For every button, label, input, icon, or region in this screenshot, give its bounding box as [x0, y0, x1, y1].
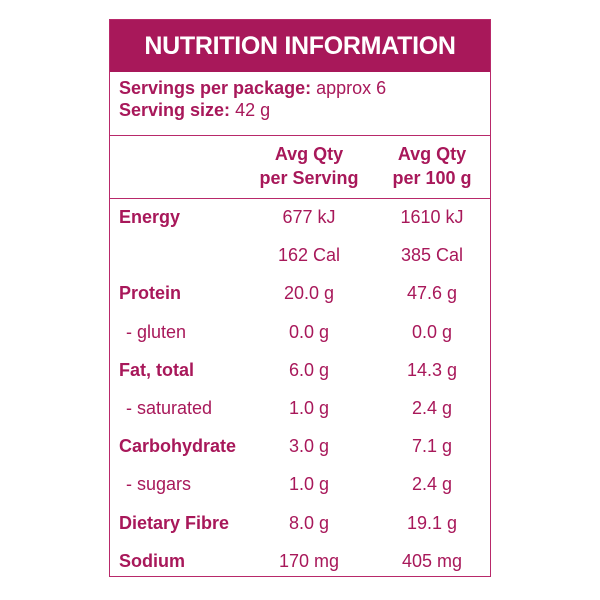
table-row: Protein 20.0 g 47.6 g: [110, 274, 490, 312]
table-row: 162 Cal 385 Cal: [110, 236, 490, 274]
nutrient-name: Energy: [119, 207, 181, 227]
nutrient-name: - sugars: [126, 474, 192, 495]
value-per-100g: 7.1 g: [411, 436, 453, 457]
table-row: Sodium 170 mg 405 mg: [110, 542, 490, 580]
column-header-per-serving: Avg Qty per Serving: [248, 142, 370, 190]
serving-info: Servings per package: approx 6 Serving s…: [119, 77, 386, 121]
value-per-100g: 19.1 g: [406, 512, 458, 533]
value-per-100g: 405 mg: [401, 550, 463, 571]
servings-value: approx 6: [316, 78, 387, 98]
value-per-100g: 0.0 g: [411, 321, 453, 342]
value-per-serving: 1.0 g: [288, 474, 330, 495]
table-row: Carbohydrate 3.0 g 7.1 g: [110, 427, 490, 465]
serving-size-value: 42 g: [235, 100, 271, 120]
value-per-serving: 8.0 g: [288, 512, 330, 533]
column-header-line: Avg Qty: [397, 144, 467, 164]
value-per-serving: 162 Cal: [277, 245, 341, 266]
nutrient-name: Sodium: [119, 550, 185, 571]
table-row: Dietary Fibre 8.0 g 19.1 g: [110, 504, 490, 542]
table-row: - gluten 0.0 g 0.0 g: [110, 313, 490, 351]
nutrient-name: - saturated: [126, 398, 213, 418]
divider-header: [110, 198, 490, 199]
value-per-100g: 1610 kJ: [400, 207, 464, 227]
column-header-line: per 100 g: [392, 168, 472, 188]
table-row: - sugars 1.0 g 2.4 g: [110, 465, 490, 503]
panel-title: NUTRITION INFORMATION: [110, 20, 490, 72]
column-header-line: Avg Qty: [274, 144, 344, 164]
serving-size: Serving size: 42 g: [119, 99, 386, 121]
value-per-serving: 0.0 g: [288, 321, 330, 342]
divider-top: [110, 135, 490, 136]
value-per-100g: 47.6 g: [406, 283, 458, 304]
nutrient-name: Protein: [119, 283, 182, 304]
column-header-per-100g: Avg Qty per 100 g: [373, 142, 491, 190]
nutrient-name: Carbohydrate: [119, 436, 237, 457]
nutrient-name: Dietary Fibre: [119, 512, 230, 533]
value-per-100g: 2.4 g: [411, 474, 453, 495]
nutrition-panel: NUTRITION INFORMATION Servings per packa…: [109, 19, 491, 577]
servings-label: Servings per package:: [119, 78, 312, 98]
table-row: Energy 677 kJ 1610 kJ: [110, 198, 490, 236]
table-row: Fat, total 6.0 g 14.3 g: [110, 351, 490, 389]
value-per-serving: 20.0 g: [283, 283, 335, 304]
nutrient-name: Fat, total: [119, 359, 194, 380]
table-row: - saturated 1.0 g 2.4 g: [110, 389, 490, 427]
value-per-100g: 14.3 g: [406, 359, 458, 380]
value-per-serving: 1.0 g: [288, 398, 330, 418]
serving-size-label: Serving size:: [119, 100, 231, 120]
value-per-serving: 3.0 g: [288, 436, 330, 457]
value-per-serving: 677 kJ: [282, 207, 336, 227]
servings-per-package: Servings per package: approx 6: [119, 77, 386, 99]
column-header-line: per Serving: [259, 168, 359, 188]
value-per-serving: 170 mg: [278, 550, 340, 571]
value-per-100g: 385 Cal: [400, 245, 464, 266]
value-per-100g: 2.4 g: [411, 398, 453, 418]
nutrient-name: - gluten: [126, 321, 187, 342]
value-per-serving: 6.0 g: [288, 359, 330, 380]
